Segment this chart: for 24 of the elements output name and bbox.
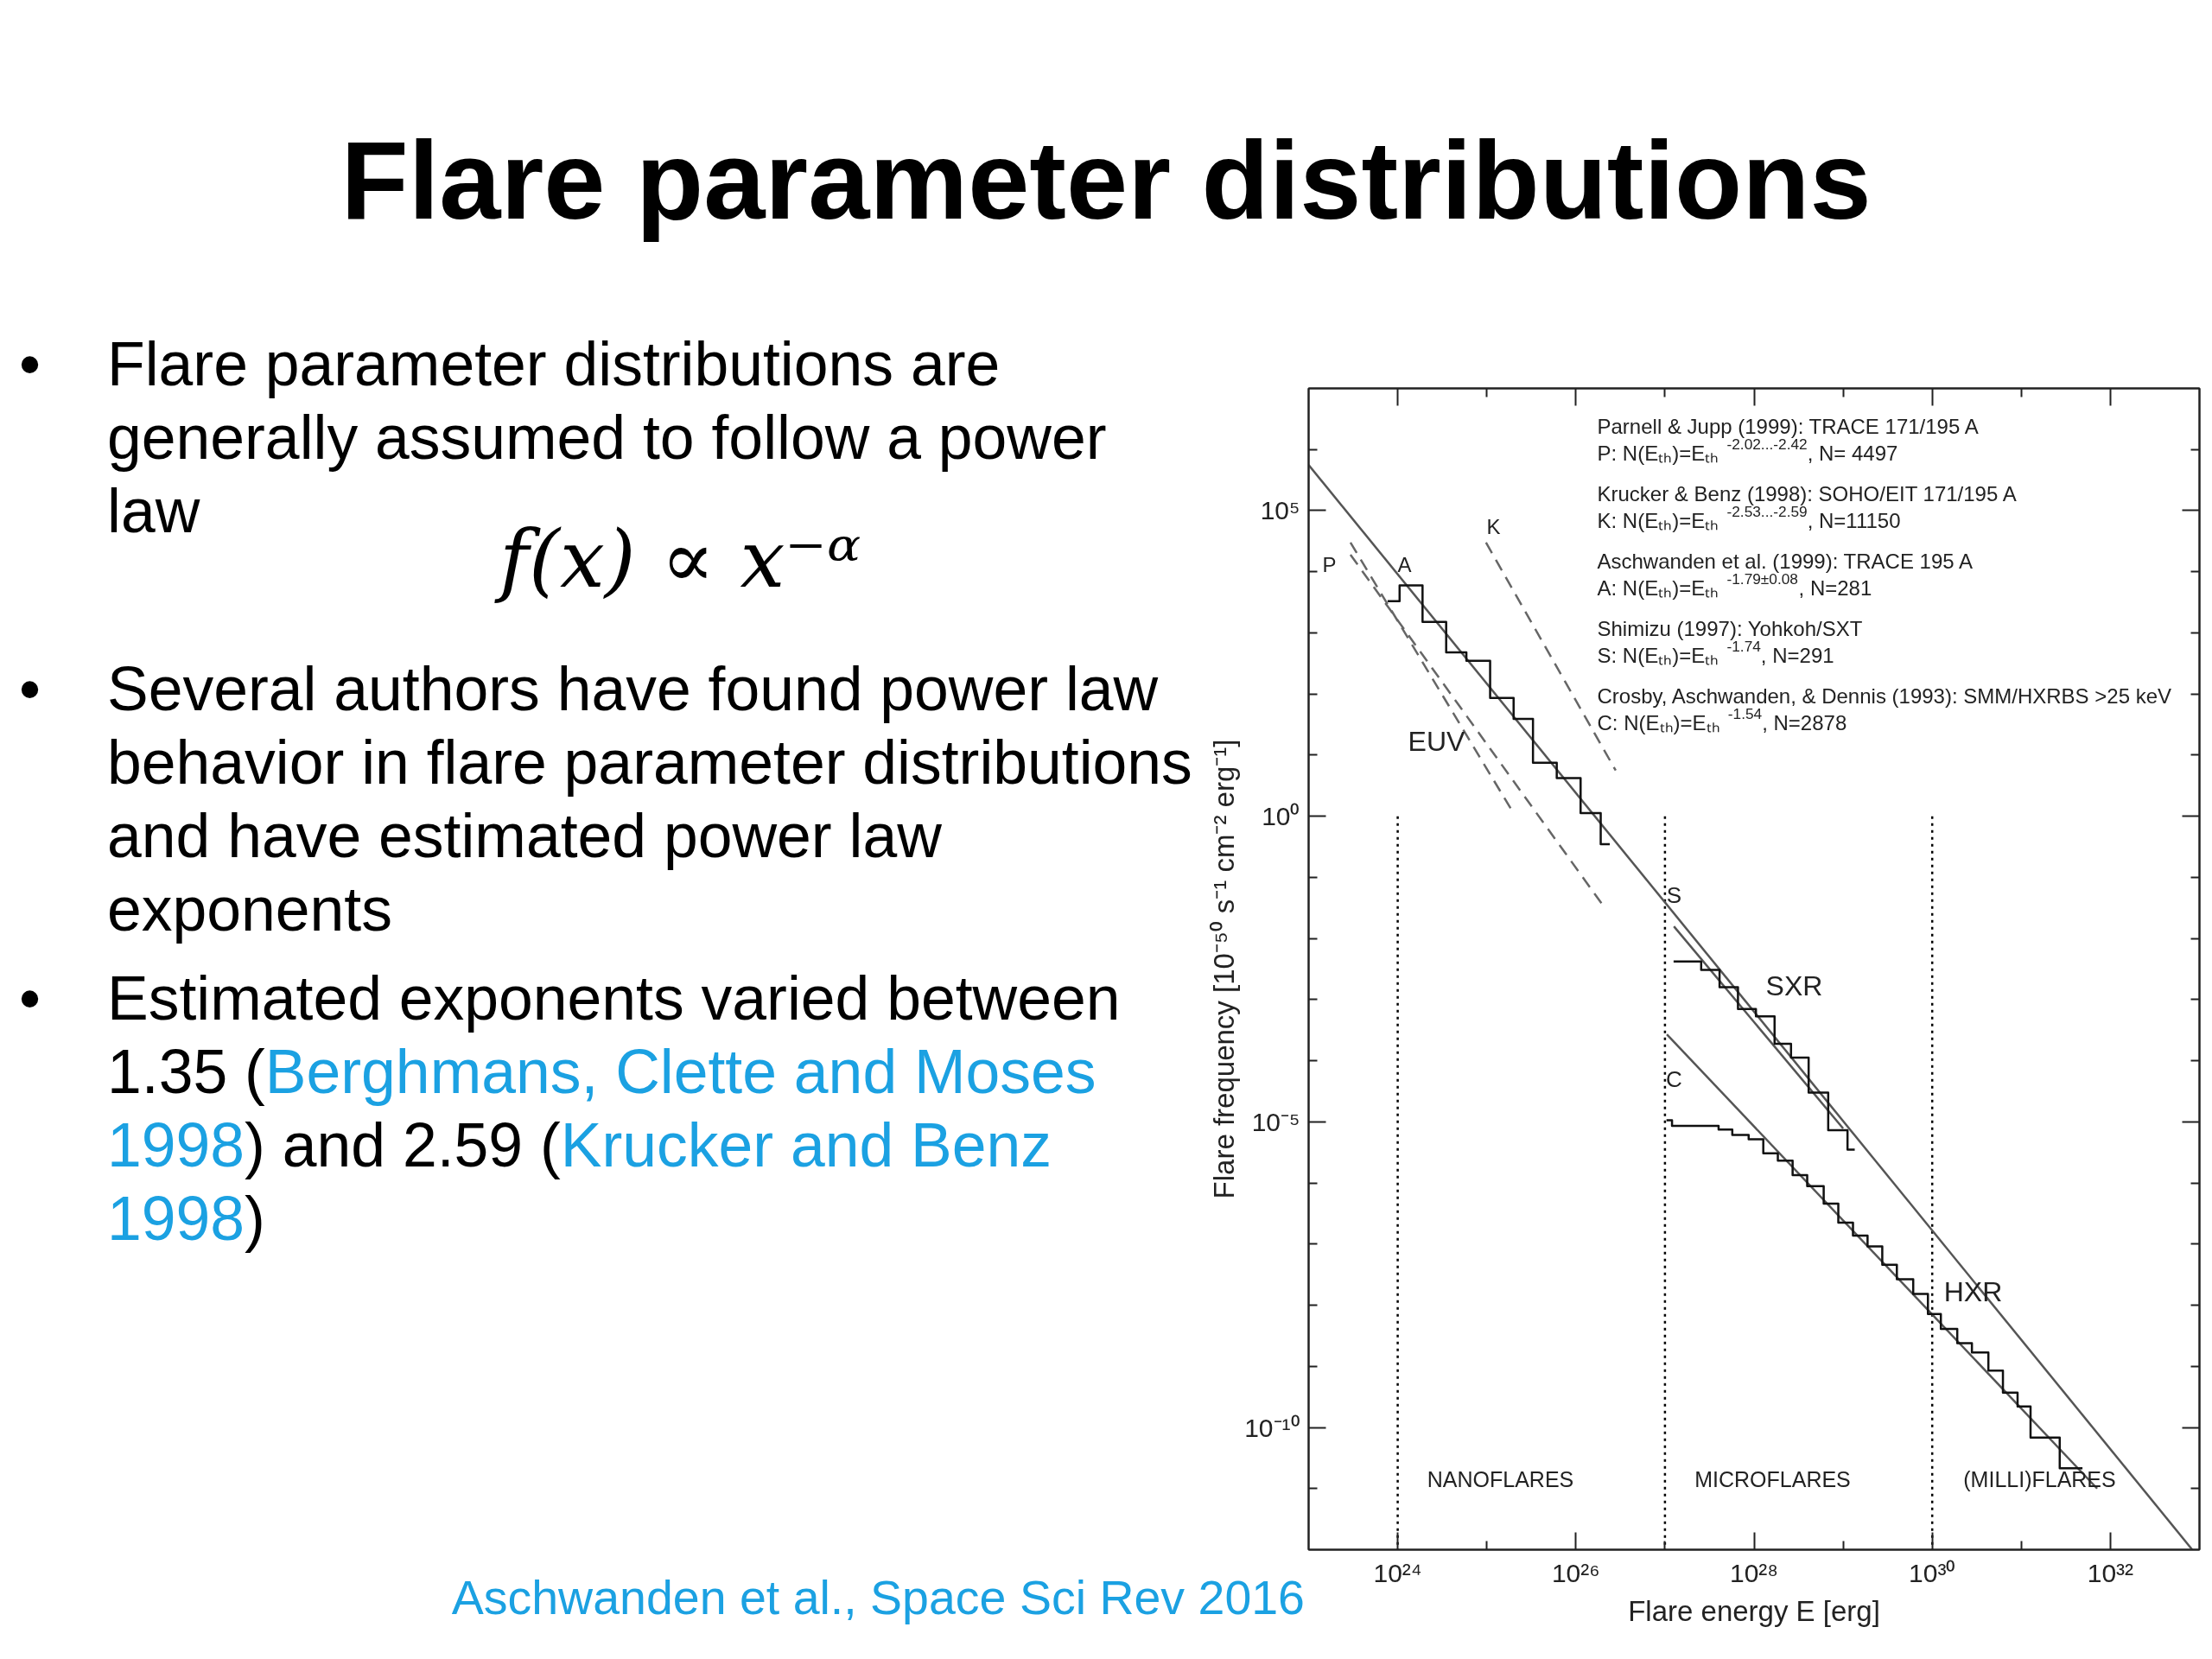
annotation: MICROFLARES xyxy=(1694,1466,1851,1491)
text: • Estimated exponents varied between 1.35 (Berghmans, Clette and Moses 1998) and 2.59 (Krucker and Benz 1998) xyxy=(19,963,1121,1253)
annotation: NANOFLARES xyxy=(1427,1466,1574,1491)
annotation: SXR xyxy=(1765,969,1823,1001)
annotation: A xyxy=(1397,553,1412,576)
x-axis-title: Flare energy E [erg] xyxy=(1628,1594,1880,1627)
annotation: K xyxy=(1486,515,1501,538)
y-tick-label: 10⁵ xyxy=(1260,496,1300,525)
text: • Several authors have found power law behavior in flare parameter distributions and have estimated power law exponents xyxy=(19,652,1193,945)
x-tick-label: 10²⁸ xyxy=(1729,1558,1779,1587)
x-tick-label: 10³² xyxy=(2087,1558,2134,1587)
x-tick-label: 10²⁴ xyxy=(1373,1558,1422,1587)
x-tick-label: 10²⁶ xyxy=(1551,1558,1600,1587)
text: Aschwanden et al., Space Sci Rev 2016 xyxy=(451,1570,1305,1626)
y-tick-label: 10⁰ xyxy=(1262,802,1300,831)
annotation: C xyxy=(1666,1065,1682,1092)
y-tick-label: 10⁻¹⁰ xyxy=(1244,1413,1300,1442)
x-tick-label: 10³⁰ xyxy=(1909,1558,1956,1587)
chart-title: Flare parameter distributions xyxy=(340,118,1872,244)
annotation: P xyxy=(1322,553,1337,576)
y-tick-label: 10⁻⁵ xyxy=(1251,1107,1300,1136)
annotation: EUV xyxy=(1408,725,1466,757)
annotation: S xyxy=(1666,881,1682,908)
y-axis-title: Flare frequency [10⁻⁵⁰ s⁻¹ cm⁻² erg⁻¹] xyxy=(1208,739,1241,1199)
